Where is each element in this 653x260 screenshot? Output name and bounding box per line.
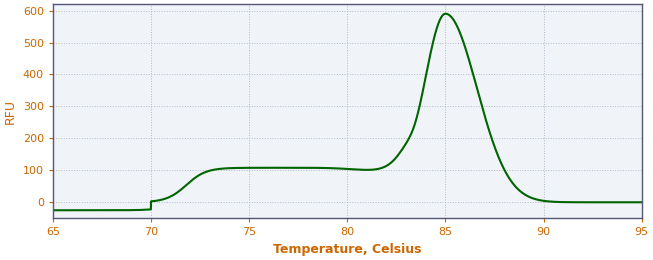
Y-axis label: RFU: RFU xyxy=(4,99,17,124)
X-axis label: Temperature, Celsius: Temperature, Celsius xyxy=(273,243,422,256)
